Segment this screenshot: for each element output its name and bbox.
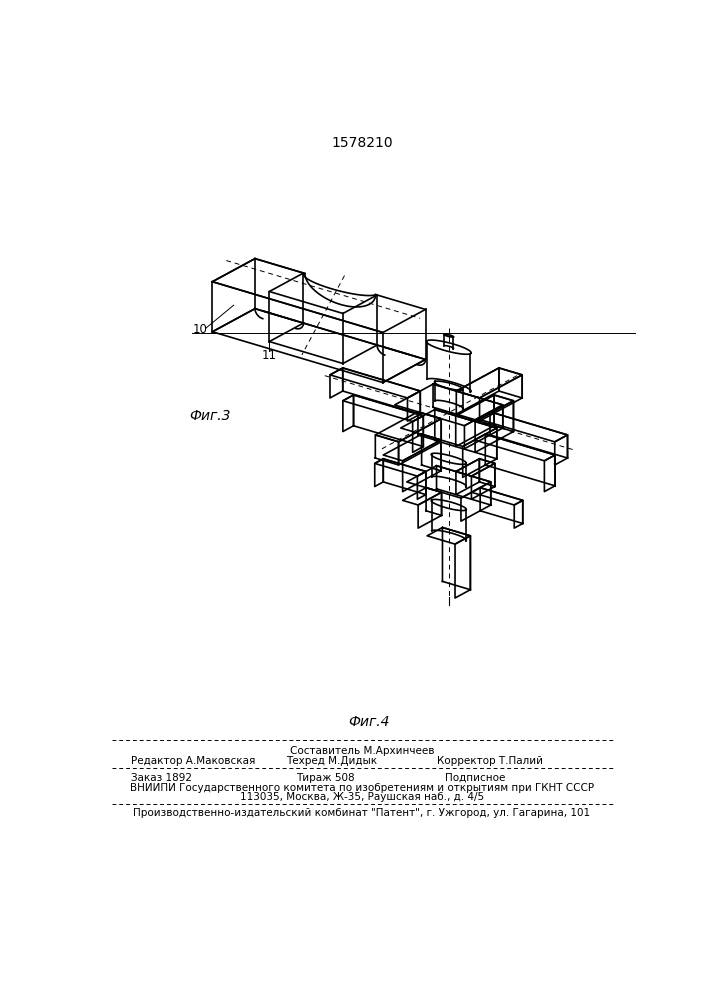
Text: Подписное: Подписное xyxy=(445,773,506,783)
Text: Составитель М.Архинчеев: Составитель М.Архинчеев xyxy=(290,746,434,756)
Text: Фиг.3: Фиг.3 xyxy=(189,409,230,423)
Text: ВНИИПИ Государственного комитета по изобретениям и открытиям при ГКНТ СССР: ВНИИПИ Государственного комитета по изоб… xyxy=(130,783,594,793)
Text: 1578210: 1578210 xyxy=(331,136,393,150)
Text: Техред М.Дидык: Техред М.Дидык xyxy=(286,756,377,766)
Text: Заказ 1892: Заказ 1892 xyxy=(131,773,192,783)
Text: Производственно-издательский комбинат "Патент", г. Ужгород, ул. Гагарина, 101: Производственно-издательский комбинат "П… xyxy=(134,808,590,818)
Text: Корректор Т.Палий: Корректор Т.Палий xyxy=(437,756,543,766)
Text: 113035, Москва, Ж-35, Раушская наб., д. 4/5: 113035, Москва, Ж-35, Раушская наб., д. … xyxy=(240,792,484,802)
Text: 10: 10 xyxy=(192,323,207,336)
Text: Редактор А.Маковская: Редактор А.Маковская xyxy=(131,756,255,766)
Text: 11: 11 xyxy=(262,349,277,362)
Text: Фиг.4: Фиг.4 xyxy=(348,715,390,729)
Text: Тираж 508: Тираж 508 xyxy=(296,773,355,783)
